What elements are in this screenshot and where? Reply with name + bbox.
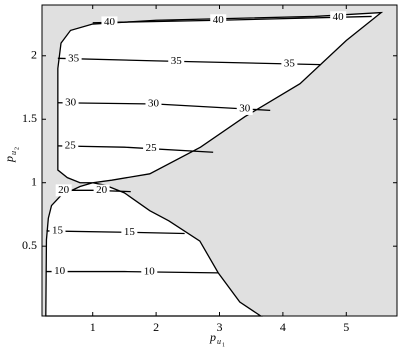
contour-label: 10 bbox=[144, 265, 156, 277]
x-tick-label: 2 bbox=[153, 320, 159, 334]
contour-label-bg bbox=[281, 57, 298, 70]
contour-label: 40 bbox=[333, 11, 345, 23]
contour-label: 20 bbox=[58, 184, 70, 196]
contour-label-bg bbox=[62, 96, 79, 109]
contour-label: 35 bbox=[284, 57, 296, 69]
contour-label-bg bbox=[143, 142, 160, 155]
contour-label-bg bbox=[141, 265, 158, 278]
feasible-region bbox=[45, 11, 384, 317]
x-label-base: p bbox=[209, 330, 216, 344]
contour-label: 30 bbox=[148, 98, 160, 110]
contour-line bbox=[45, 270, 219, 274]
contour-label: 10 bbox=[54, 265, 66, 277]
contour-label: 25 bbox=[146, 142, 158, 154]
contour-label-bg bbox=[210, 14, 227, 27]
contour-label-bg bbox=[330, 11, 347, 24]
contour-label: 15 bbox=[52, 225, 64, 237]
x-tick-label: 1 bbox=[90, 320, 96, 334]
contour-line bbox=[57, 145, 214, 153]
x-tick-label: 4 bbox=[280, 320, 286, 334]
contour-label-bg bbox=[145, 97, 162, 110]
contour-label-bg bbox=[55, 184, 72, 197]
contour-label: 30 bbox=[65, 96, 77, 108]
x-label-subsub: 1 bbox=[222, 342, 225, 348]
contour-label-bg bbox=[49, 225, 66, 238]
y-label-subsub: 2 bbox=[14, 147, 20, 150]
y-label-base: p bbox=[2, 156, 16, 163]
contour-label: 15 bbox=[124, 226, 136, 238]
contour-label-bg bbox=[121, 226, 138, 239]
x-label-sub: u bbox=[217, 337, 221, 346]
contour-label-bg bbox=[51, 265, 68, 278]
contour-label-bg bbox=[168, 55, 185, 68]
contour-label-bg bbox=[236, 102, 253, 115]
contour-label-bg bbox=[101, 16, 118, 29]
y-axis-label: pu2 bbox=[2, 147, 21, 163]
contour-label: 35 bbox=[68, 52, 80, 64]
x-tick-label: 5 bbox=[343, 320, 349, 334]
contour-label-bg bbox=[93, 184, 110, 197]
x-tick-label: 3 bbox=[217, 320, 223, 334]
contour-label-bg bbox=[65, 52, 82, 65]
contour-label: 25 bbox=[65, 140, 77, 152]
contour-label: 40 bbox=[104, 16, 116, 28]
contour-label: 35 bbox=[171, 55, 183, 67]
contour-label-bg bbox=[62, 140, 79, 153]
y-tick-label: 2 bbox=[31, 48, 37, 62]
y-tick-label: 0.5 bbox=[22, 238, 37, 252]
contour-line bbox=[57, 57, 321, 66]
y-label-sub: u bbox=[9, 151, 18, 155]
contour-label: 20 bbox=[96, 184, 108, 196]
contour-label: 40 bbox=[213, 14, 225, 26]
contour-label: 30 bbox=[239, 102, 251, 114]
y-tick-label: 1.5 bbox=[22, 111, 37, 125]
y-tick-label: 1 bbox=[31, 174, 37, 188]
